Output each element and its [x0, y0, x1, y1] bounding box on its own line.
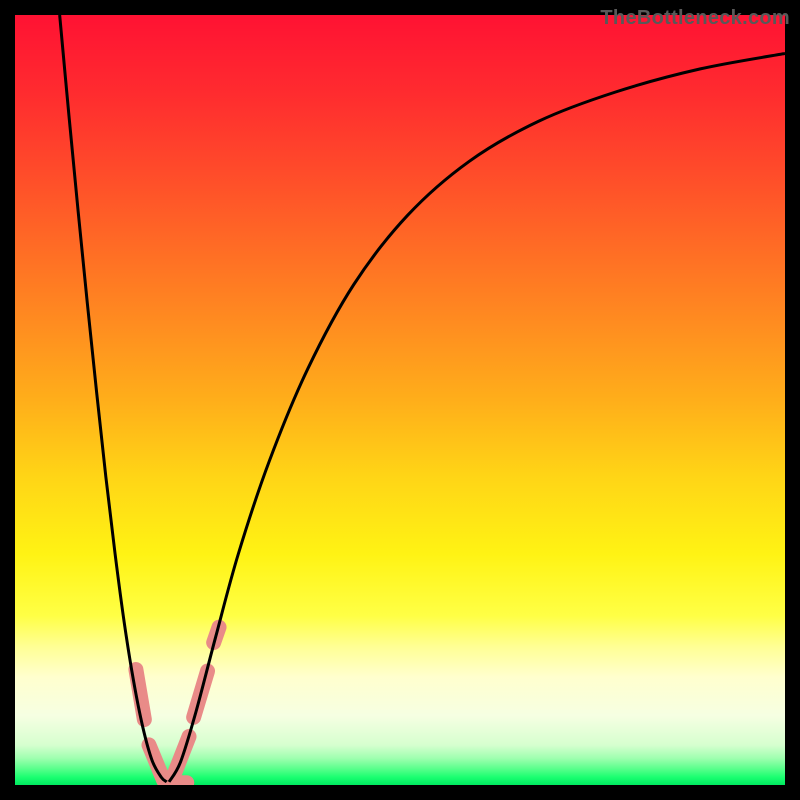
- curve-left: [60, 15, 167, 782]
- plot-area: [15, 15, 785, 785]
- curve-right: [169, 54, 785, 782]
- chart-frame: TheBottleneck.com: [0, 0, 800, 800]
- marker-highlight: [136, 627, 219, 783]
- curve-layer: [15, 15, 785, 785]
- watermark-text: TheBottleneck.com: [600, 7, 790, 30]
